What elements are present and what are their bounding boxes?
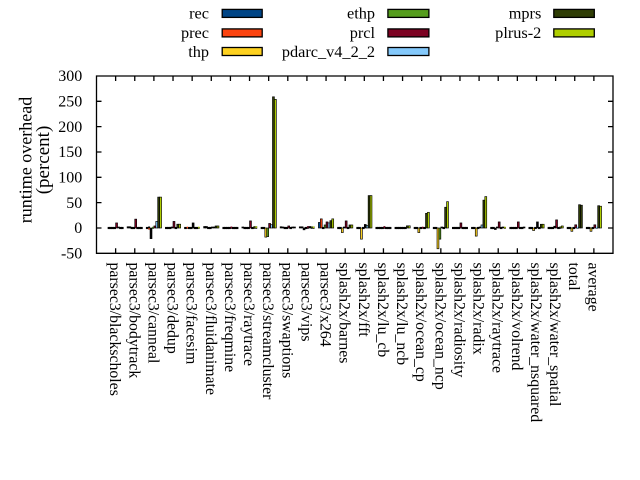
svg-text:splash2x/lu_cb: splash2x/lu_cb bbox=[374, 263, 391, 358]
svg-text:parsec3/blackscholes: parsec3/blackscholes bbox=[106, 263, 123, 396]
svg-text:splash2x/ocean_ncp: splash2x/ocean_ncp bbox=[431, 263, 448, 390]
svg-text:rec: rec bbox=[189, 4, 209, 23]
svg-text:250: 250 bbox=[58, 94, 82, 111]
svg-text:parsec3/fluidanimate: parsec3/fluidanimate bbox=[202, 263, 219, 395]
svg-text:parsec3/swaptions: parsec3/swaptions bbox=[278, 263, 295, 379]
svg-text:mprs: mprs bbox=[509, 4, 542, 23]
svg-text:parsec3/freqmine: parsec3/freqmine bbox=[221, 263, 238, 373]
svg-text:50: 50 bbox=[66, 195, 82, 212]
svg-text:splash2x/ocean_cp: splash2x/ocean_cp bbox=[412, 263, 429, 382]
svg-text:150: 150 bbox=[58, 144, 82, 161]
svg-text:(percent): (percent) bbox=[33, 126, 54, 195]
svg-text:runtime overhead: runtime overhead bbox=[16, 97, 36, 223]
svg-text:parsec3/facesim: parsec3/facesim bbox=[183, 263, 200, 365]
svg-text:pdarc_v4_2_2: pdarc_v4_2_2 bbox=[282, 42, 375, 61]
svg-text:splash2x/raytrace: splash2x/raytrace bbox=[489, 263, 506, 374]
svg-text:parsec3/canneal: parsec3/canneal bbox=[144, 263, 161, 364]
svg-text:splash2x/lu_ncb: splash2x/lu_ncb bbox=[393, 263, 410, 366]
svg-text:plrus-2: plrus-2 bbox=[495, 23, 541, 42]
svg-text:splash2x/radiosity: splash2x/radiosity bbox=[450, 263, 467, 378]
svg-text:splash2x/barnes: splash2x/barnes bbox=[336, 263, 353, 364]
svg-text:thp: thp bbox=[188, 42, 209, 61]
svg-text:parsec3/raytrace: parsec3/raytrace bbox=[240, 263, 257, 366]
svg-text:300: 300 bbox=[58, 68, 82, 85]
svg-text:splash2x/radix: splash2x/radix bbox=[470, 263, 487, 355]
svg-text:parsec3/vips: parsec3/vips bbox=[297, 263, 314, 342]
svg-text:0: 0 bbox=[74, 220, 82, 237]
svg-text:prec: prec bbox=[181, 23, 209, 42]
svg-text:average: average bbox=[584, 263, 601, 312]
svg-text:parsec3/x264: parsec3/x264 bbox=[317, 263, 334, 347]
svg-text:200: 200 bbox=[58, 119, 82, 136]
svg-text:ethp: ethp bbox=[347, 4, 375, 23]
svg-text:splash2x/water_nsquared: splash2x/water_nsquared bbox=[527, 263, 544, 423]
svg-text:splash2x/volrend: splash2x/volrend bbox=[508, 263, 525, 371]
svg-text:splash2x/water_spatial: splash2x/water_spatial bbox=[546, 263, 563, 408]
svg-text:prcl: prcl bbox=[350, 23, 376, 42]
svg-text:parsec3/dedup: parsec3/dedup bbox=[164, 263, 181, 354]
svg-text:parsec3/bodytrack: parsec3/bodytrack bbox=[125, 263, 142, 379]
svg-text:splash2x/fft: splash2x/fft bbox=[355, 263, 372, 338]
svg-text:total: total bbox=[565, 263, 582, 292]
svg-text:parsec3/streamcluster: parsec3/streamcluster bbox=[259, 263, 276, 401]
svg-text:100: 100 bbox=[58, 170, 82, 187]
svg-text:-50: -50 bbox=[61, 246, 82, 263]
